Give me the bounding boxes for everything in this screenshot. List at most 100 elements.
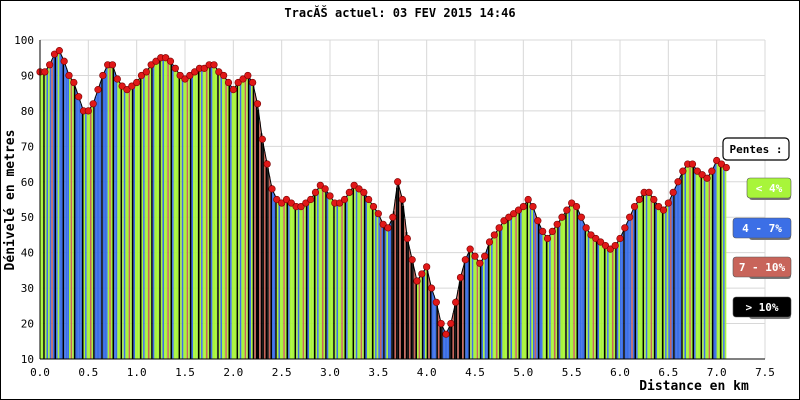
profile-bar [657,205,659,359]
profile-point [65,71,73,80]
profile-bar [541,229,543,359]
profile-bar [321,187,324,359]
profile-point [297,202,305,211]
profile-bar [360,190,363,359]
profile-bar [524,203,527,359]
profile-bar [241,79,243,360]
profile-bar [724,167,727,359]
profile-point [461,256,469,264]
profile-bar [149,65,152,360]
profile-bar [523,205,525,359]
profile-bar [421,272,424,359]
profile-bar [721,164,724,359]
profile-bar [479,262,482,359]
profile-bar [665,206,667,359]
profile-bar [631,211,633,359]
profile-point [703,174,711,182]
profile-markers [36,47,730,338]
profile-bar [379,218,382,359]
profile-bar [500,224,503,359]
profile-point [553,220,561,228]
profile-bar [537,222,540,359]
profile-bar [88,109,90,360]
profile-bar [616,242,619,359]
profile-bar [679,176,682,359]
profile-bar [40,71,42,360]
x-tick-label: 3.0 [320,366,340,379]
legend-title-box [722,137,790,161]
profile-bar [711,169,714,359]
profile-bar [407,242,409,359]
profile-point [713,156,721,165]
y-tick-label: 10 [21,353,34,366]
profile-bar [346,195,348,359]
profile-bar [610,248,612,359]
profile-bar [152,63,155,360]
profile-bar [313,193,316,359]
profile-point [263,160,271,168]
profile-bar [653,200,656,359]
profile-point [369,202,378,211]
profile-point [500,217,508,225]
profile-bar [582,222,585,359]
profile-point [75,93,83,101]
profile-point [302,199,310,207]
profile-bar [338,203,340,359]
legend-label: 4 - 7% [742,222,782,235]
profile-bar [655,203,658,359]
profile-point [539,227,547,235]
profile-bar [341,201,343,359]
profile-bar [674,187,677,359]
profile-bar [484,253,487,359]
profile-bar [555,225,558,359]
profile-point [50,50,59,58]
profile-bar [48,65,50,360]
profile-bar [102,73,105,359]
profile-point [249,78,257,87]
profile-bar [276,200,279,359]
profile-point [572,202,581,211]
profile-bar [718,162,720,359]
profile-bar [75,89,78,359]
profile-bar [570,204,572,359]
profile-bar [719,163,722,359]
profile-bar [294,205,297,359]
profile-bar [267,168,269,359]
profile-bar [367,198,369,359]
profile-bar [73,84,76,359]
profile-bar [212,64,214,360]
profile-bar [301,205,303,359]
profile-bar [167,59,169,359]
profile-point [210,61,218,69]
profile-bar [452,312,455,359]
profile-bar [85,110,87,359]
profile-bar [222,74,224,360]
profile-bar [418,277,421,359]
legend: Pentes : < 4% 4 - 7% 7 - 10% > 10% [722,137,792,319]
profile-point [427,284,436,292]
profile-bar [67,73,69,359]
profile-bar [640,195,643,359]
profile-point [316,181,324,189]
profile-point [253,100,262,108]
profile-point [133,78,141,87]
legend-label: < 4% [756,182,783,195]
profile-point [664,199,672,207]
profile-bar [115,76,118,360]
profile-point [340,195,349,204]
profile-point [244,71,252,80]
profile-bar [681,172,683,359]
profile-bar [291,203,293,359]
profile-bar [170,62,173,359]
profile-bars [40,51,727,360]
profile-bar [518,209,521,359]
profile-point [215,68,223,76]
profile-point [698,171,706,179]
profile-bar [139,76,142,360]
profile-bar [236,83,239,359]
profile-bar [43,71,45,360]
profile-point [113,75,121,83]
profile-bar [695,169,698,359]
profile-bar [128,87,131,359]
profile-bar [180,76,182,359]
